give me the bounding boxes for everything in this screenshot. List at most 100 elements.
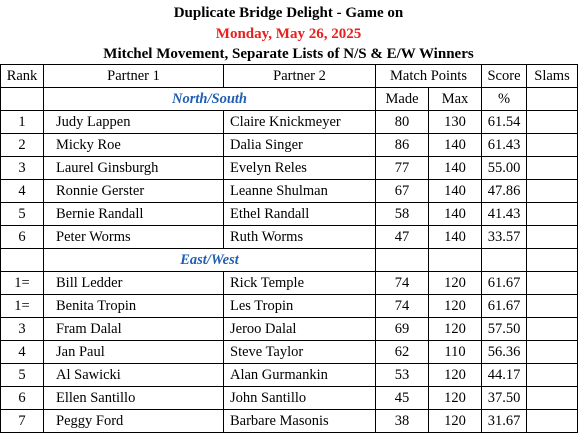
rank-cell: 3 (0, 317, 44, 341)
partner2-cell: Alan Gurmankin (223, 363, 376, 387)
made-cell: 38 (375, 409, 429, 433)
partner1-cell: Laurel Ginsburgh (43, 156, 224, 180)
partner1-cell: Micky Roe (43, 133, 224, 157)
partner2-cell: Ethel Randall (223, 202, 376, 226)
made-cell: 80 (375, 110, 429, 134)
slams-cell (526, 225, 578, 249)
max-cell (428, 248, 482, 272)
rank-cell (0, 248, 44, 272)
slams-cell (526, 202, 578, 226)
made-cell: 47 (375, 225, 429, 249)
slams-cell (526, 386, 578, 410)
rank-header: Rank (0, 64, 44, 88)
score-header: Score (481, 64, 527, 88)
max-cell: 140 (428, 225, 482, 249)
movement-subtitle: Mitchel Movement, Separate Lists of N/S … (103, 46, 474, 62)
max-cell: 110 (428, 340, 482, 364)
slams-cell (526, 133, 578, 157)
made-cell: 69 (375, 317, 429, 341)
made-cell (375, 248, 429, 272)
max-cell: 140 (428, 202, 482, 226)
results-table: Rank Partner 1 Partner 2 Match Points Sc… (0, 64, 578, 433)
made-cell: 67 (375, 179, 429, 203)
partner2-cell: Dalia Singer (223, 133, 376, 157)
partner2-cell: Claire Knickmeyer (223, 110, 376, 134)
table-row: 1 Judy Lappen Claire Knickmeyer 80 130 61.54 (0, 110, 578, 134)
max-header: Max (428, 87, 482, 111)
made-cell: 77 (375, 156, 429, 180)
max-cell: 120 (428, 363, 482, 387)
partner2-cell: Ruth Worms (223, 225, 376, 249)
slams-cell (526, 87, 578, 111)
slams-cell (526, 248, 578, 272)
score-cell: 61.54 (481, 110, 527, 134)
rank-cell: 2 (0, 133, 44, 157)
score-cell: 37.50 (481, 386, 527, 410)
max-cell: 120 (428, 317, 482, 341)
partner2-cell: Barbare Masonis (223, 409, 376, 433)
table-row: 6 Ellen Santillo John Santillo 45 120 37.50 (0, 386, 578, 410)
slams-cell (526, 271, 578, 295)
score-cell: 33.57 (481, 225, 527, 249)
score-cell: 57.50 (481, 317, 527, 341)
partner2-header: Partner 2 (223, 64, 376, 88)
rank-cell: 1 (0, 110, 44, 134)
score-cell: 61.67 (481, 271, 527, 295)
max-cell: 120 (428, 294, 482, 318)
max-cell: 120 (428, 409, 482, 433)
match-points-header: Match Points (375, 64, 482, 88)
slams-cell (526, 294, 578, 318)
made-cell: 74 (375, 294, 429, 318)
score-cell: 47.86 (481, 179, 527, 203)
rank-cell (0, 87, 44, 111)
table-row: 1= Bill Ledder Rick Temple 74 120 61.67 (0, 271, 578, 295)
partner2-cell: Rick Temple (223, 271, 376, 295)
made-header: Made (375, 87, 429, 111)
score-cell: 44.17 (481, 363, 527, 387)
game-date: Monday, May 26, 2025 (215, 26, 362, 42)
section-header-row: East/West (0, 248, 578, 272)
partner1-cell: Peter Worms (43, 225, 224, 249)
slams-cell (526, 409, 578, 433)
partner1-cell: Jan Paul (43, 340, 224, 364)
pct-header: % (481, 87, 527, 111)
partner1-cell: Peggy Ford (43, 409, 224, 433)
made-cell: 86 (375, 133, 429, 157)
partner2-cell: Jeroo Dalal (223, 317, 376, 341)
table-row: 6 Peter Worms Ruth Worms 47 140 33.57 (0, 225, 578, 249)
made-cell: 62 (375, 340, 429, 364)
section-title: North/South (43, 87, 376, 111)
score-cell: 56.36 (481, 340, 527, 364)
table-row: 2 Micky Roe Dalia Singer 86 140 61.43 (0, 133, 578, 157)
slams-cell (526, 110, 578, 134)
page-title: Duplicate Bridge Delight - Game on (173, 5, 404, 21)
partner1-cell: Fram Dalal (43, 317, 224, 341)
score-cell: 41.43 (481, 202, 527, 226)
section-header-row: North/South Made Max% (0, 87, 578, 111)
section-title: East/West (43, 248, 376, 272)
rank-cell: 1= (0, 294, 44, 318)
slams-cell (526, 363, 578, 387)
header-row: Rank Partner 1 Partner 2 Match Points Sc… (0, 64, 578, 88)
made-cell: 53 (375, 363, 429, 387)
score-cell: 61.43 (481, 133, 527, 157)
max-cell: 130 (428, 110, 482, 134)
slams-cell (526, 179, 578, 203)
rank-cell: 1= (0, 271, 44, 295)
table-row: 5 Al Sawicki Alan Gurmankin 53 120 44.17 (0, 363, 578, 387)
table-row: 1= Benita Tropin Les Tropin 74 120 61.67 (0, 294, 578, 318)
partner1-header: Partner 1 (43, 64, 224, 88)
slams-header: Slams (526, 64, 578, 88)
score-cell (481, 248, 527, 272)
rank-cell: 5 (0, 363, 44, 387)
partner1-cell: Ronnie Gerster (43, 179, 224, 203)
table-row: 7 Peggy Ford Barbare Masonis 38 120 31.67 (0, 409, 578, 433)
score-cell: 61.67 (481, 294, 527, 318)
partner1-cell: Ellen Santillo (43, 386, 224, 410)
partner1-cell: Benita Tropin (43, 294, 224, 318)
max-cell: 120 (428, 271, 482, 295)
rank-cell: 6 (0, 225, 44, 249)
made-cell: 45 (375, 386, 429, 410)
table-row: 3 Fram Dalal Jeroo Dalal 69 120 57.50 (0, 317, 578, 341)
max-cell: 140 (428, 156, 482, 180)
